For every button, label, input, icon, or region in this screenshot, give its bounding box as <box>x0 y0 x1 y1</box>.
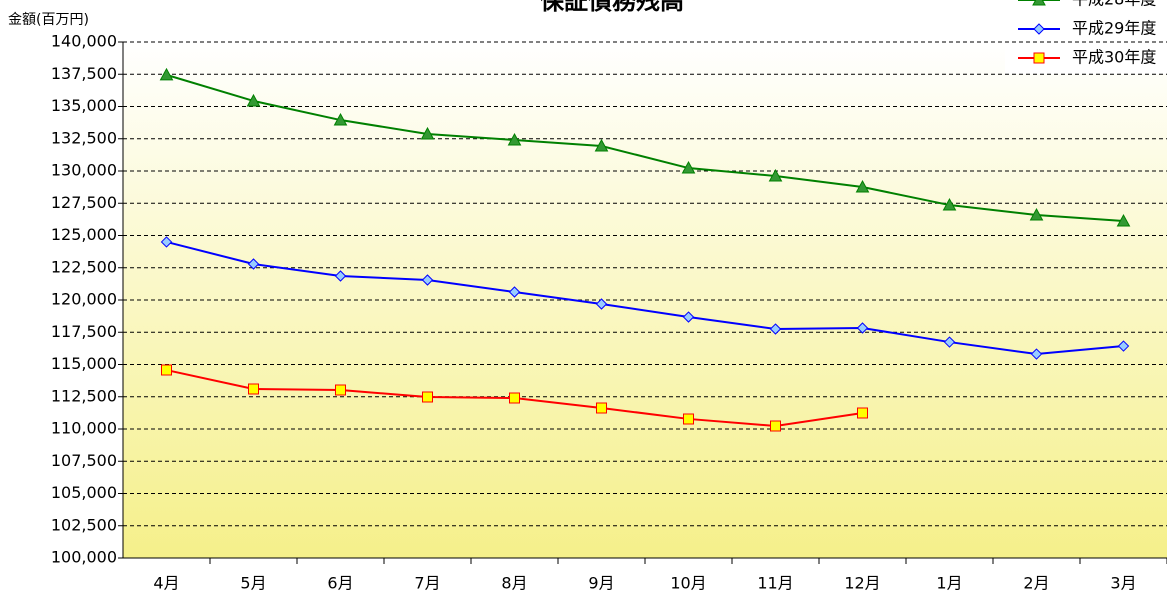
y-tick-label: 130,000 <box>51 161 117 180</box>
marker <box>595 298 608 310</box>
y-tick-label: 127,500 <box>51 193 117 212</box>
x-tick-label: 9月 <box>588 574 614 593</box>
marker <box>856 322 869 334</box>
y-tick-label: 125,000 <box>51 225 117 244</box>
x-tick-label: 7月 <box>414 574 440 593</box>
y-tick-label: 135,000 <box>51 96 117 115</box>
marker <box>769 323 782 335</box>
marker <box>768 168 783 182</box>
marker <box>1030 348 1043 360</box>
y-tick-label: 120,000 <box>51 290 117 309</box>
x-tick-label: 12月 <box>844 574 880 593</box>
y-tick-label: 107,500 <box>51 451 117 470</box>
marker <box>161 364 172 376</box>
series-line <box>166 73 1124 223</box>
marker <box>248 383 259 395</box>
marker <box>857 407 868 419</box>
y-tick-label: 137,500 <box>51 64 117 83</box>
legend-label: 平成30年度 <box>1072 48 1156 67</box>
marker <box>681 160 696 174</box>
y-tick-label: 122,500 <box>51 257 117 276</box>
marker <box>247 258 260 270</box>
marker <box>160 236 173 248</box>
y-tick-label: 105,000 <box>51 483 117 502</box>
marker <box>421 274 434 286</box>
marker <box>508 286 521 298</box>
marker <box>682 311 695 323</box>
marker <box>420 126 435 140</box>
x-tick-label: 3月 <box>1110 574 1136 593</box>
legend-box <box>1005 0 1167 74</box>
marker <box>1116 214 1131 227</box>
y-tick-label: 115,000 <box>51 354 117 373</box>
y-tick-label: 100,000 <box>51 548 117 567</box>
y-tick-label: 117,500 <box>51 322 117 341</box>
y-tick-label: 102,500 <box>51 515 117 534</box>
marker <box>335 384 346 396</box>
marker <box>1033 23 1045 35</box>
chart-title: 保証債務残高 <box>539 0 684 15</box>
marker <box>422 391 433 403</box>
marker <box>942 198 957 211</box>
y-tick-label: 110,000 <box>51 419 117 438</box>
y-axis-label: 金額(百万円) <box>8 12 89 28</box>
x-tick-label: 4月 <box>153 574 179 593</box>
marker <box>334 270 347 282</box>
x-tick-label: 2月 <box>1023 574 1049 593</box>
y-tick-label: 132,500 <box>51 128 117 147</box>
marker <box>943 336 956 348</box>
legend-label: 平成28年度 <box>1072 0 1156 9</box>
x-tick-label: 1月 <box>936 574 962 593</box>
marker <box>159 67 174 81</box>
x-tick-label: 5月 <box>240 574 266 593</box>
marker <box>507 132 522 146</box>
marker <box>770 420 781 432</box>
marker <box>1117 340 1130 352</box>
x-tick-label: 10月 <box>670 574 706 593</box>
marker <box>509 392 520 404</box>
marker <box>683 413 694 425</box>
legend-label: 平成29年度 <box>1072 19 1156 38</box>
marker <box>1032 0 1046 6</box>
x-tick-label: 6月 <box>327 574 353 593</box>
x-tick-label: 8月 <box>501 574 527 593</box>
series-line <box>166 240 1124 356</box>
marker <box>246 93 261 107</box>
marker <box>333 113 348 126</box>
marker <box>1029 207 1044 221</box>
marker <box>596 402 607 414</box>
y-tick-label: 140,000 <box>51 32 117 51</box>
marker <box>855 179 870 193</box>
y-tick-label: 112,500 <box>51 386 117 405</box>
marker <box>1033 52 1045 64</box>
marker <box>594 138 609 152</box>
x-tick-label: 11月 <box>757 574 793 593</box>
